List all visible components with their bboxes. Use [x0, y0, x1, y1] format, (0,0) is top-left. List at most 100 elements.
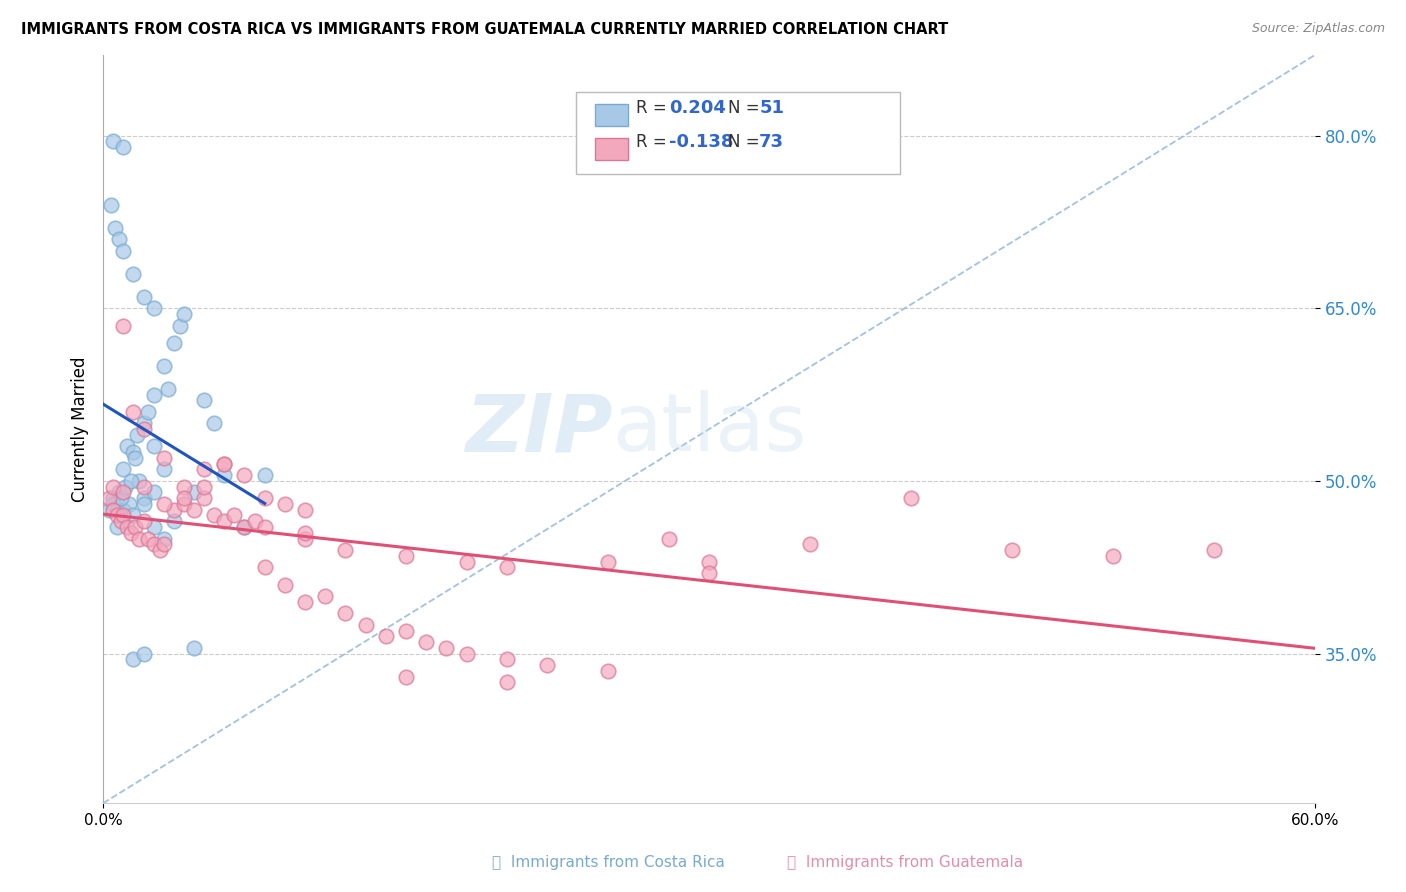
Point — [124, 520, 146, 534]
Point — [112, 140, 135, 154]
Point — [98, 502, 121, 516]
Point — [142, 439, 165, 453]
Point — [214, 514, 236, 528]
Point — [335, 607, 357, 621]
Text: 51: 51 — [759, 99, 785, 117]
Point — [152, 462, 174, 476]
Point — [103, 497, 125, 511]
Point — [108, 485, 131, 500]
Point — [136, 532, 159, 546]
Point — [496, 652, 519, 666]
Point — [697, 566, 720, 580]
Point — [142, 485, 165, 500]
Text: 73: 73 — [759, 133, 785, 151]
Point — [110, 491, 132, 506]
Point — [142, 520, 165, 534]
Point — [233, 468, 256, 483]
Point — [117, 439, 139, 453]
Text: R =: R = — [636, 133, 672, 151]
Point — [100, 198, 122, 212]
Point — [314, 589, 336, 603]
Point — [214, 468, 236, 483]
Point — [173, 307, 195, 321]
Point — [253, 468, 276, 483]
Point — [1101, 549, 1123, 563]
Point — [596, 555, 619, 569]
Point — [183, 502, 205, 516]
Point — [233, 520, 256, 534]
Text: ZIP: ZIP — [464, 390, 612, 468]
Point — [110, 514, 132, 528]
Point — [1202, 543, 1225, 558]
Point — [149, 543, 172, 558]
Point — [253, 491, 276, 506]
Point — [117, 520, 139, 534]
Point — [274, 577, 297, 591]
Text: N =: N = — [728, 133, 765, 151]
Point — [193, 393, 215, 408]
Point — [105, 508, 128, 523]
Point — [112, 485, 135, 500]
Point — [120, 474, 142, 488]
Point — [152, 537, 174, 551]
Point — [132, 480, 155, 494]
Point — [395, 549, 418, 563]
Point — [173, 491, 195, 506]
Point — [112, 502, 135, 516]
Point — [132, 422, 155, 436]
Point — [128, 474, 150, 488]
Point — [536, 658, 558, 673]
Point — [163, 335, 186, 350]
Point — [243, 514, 266, 528]
Point — [156, 382, 179, 396]
Point — [900, 491, 922, 506]
Text: R =: R = — [636, 99, 672, 117]
Point — [163, 514, 186, 528]
Point — [294, 595, 316, 609]
Point — [183, 640, 205, 655]
Point — [152, 359, 174, 373]
Point — [112, 318, 135, 333]
Point — [193, 462, 215, 476]
Point — [214, 457, 236, 471]
Point — [122, 405, 145, 419]
Point — [118, 497, 141, 511]
Text: atlas: atlas — [612, 390, 807, 468]
Point — [142, 301, 165, 316]
Point — [112, 462, 135, 476]
Point — [152, 450, 174, 465]
Point — [193, 480, 215, 494]
Point — [274, 497, 297, 511]
Text: 0.204: 0.204 — [669, 99, 725, 117]
Point — [169, 318, 191, 333]
Point — [163, 502, 186, 516]
Point — [142, 387, 165, 401]
Point — [112, 244, 135, 258]
Point — [173, 497, 195, 511]
Point — [697, 555, 720, 569]
Point — [120, 525, 142, 540]
Point — [104, 220, 127, 235]
Point — [132, 514, 155, 528]
Y-axis label: Currently Married: Currently Married — [72, 357, 89, 502]
Point — [224, 508, 246, 523]
Point — [335, 543, 357, 558]
Point — [132, 497, 155, 511]
Point — [124, 450, 146, 465]
Point — [456, 555, 478, 569]
Point — [415, 635, 437, 649]
Point — [294, 525, 316, 540]
Point — [152, 532, 174, 546]
Point — [214, 457, 236, 471]
Point — [395, 624, 418, 638]
Point — [98, 491, 121, 506]
Point — [233, 520, 256, 534]
Point — [114, 480, 136, 494]
Text: Source: ZipAtlas.com: Source: ZipAtlas.com — [1251, 22, 1385, 36]
Point — [202, 508, 225, 523]
Point — [596, 664, 619, 678]
Point — [294, 532, 316, 546]
Point — [105, 520, 128, 534]
Point — [122, 652, 145, 666]
Point — [127, 428, 149, 442]
